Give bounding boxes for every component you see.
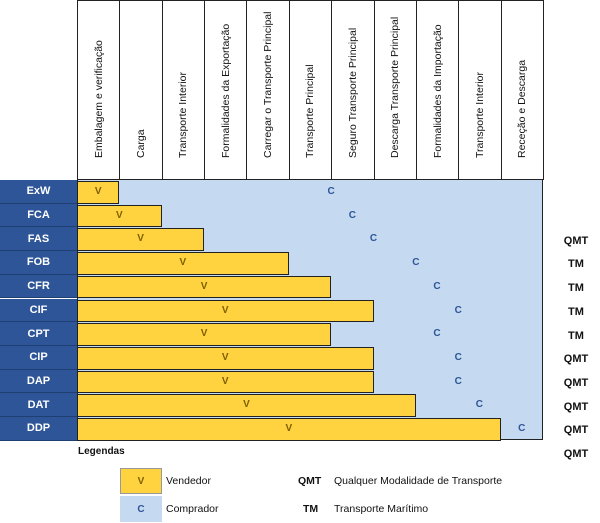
seller-bar <box>77 323 332 346</box>
buyer-mark: C <box>348 209 356 221</box>
seller-bar <box>77 346 374 370</box>
seller-mark: V <box>137 233 144 245</box>
transport-mode: TM <box>568 258 584 271</box>
transport-mode: QMT <box>563 424 589 437</box>
seller-mark: V <box>243 399 250 411</box>
seller-bar <box>77 181 120 204</box>
buyer-mark: C <box>454 375 462 387</box>
column-header: Descarga Transporte Principal <box>373 0 417 180</box>
seller-mark: V <box>200 280 208 292</box>
incoterm-label: CIP <box>0 345 77 370</box>
transport-mode: TM <box>568 305 584 318</box>
seller-bar <box>77 418 501 441</box>
incoterm-label: CIF <box>0 298 77 323</box>
buyer-mark: C <box>412 257 420 269</box>
buyer-mark: C <box>454 351 462 363</box>
column-header: Formalidades da Importação <box>415 0 460 180</box>
legend-mode-code: TM <box>303 503 319 515</box>
legend-mode-code: QMT <box>298 475 322 487</box>
column-header: Carregar o Transporte Principal <box>246 0 290 180</box>
legend-buyer-swatch: C <box>120 496 162 522</box>
seller-mark: V <box>285 423 293 434</box>
transport-mode: QMT <box>563 400 589 413</box>
incoterm-label: DAP <box>0 369 77 394</box>
buyer-mark: C <box>475 399 484 411</box>
seller-bar <box>77 252 289 275</box>
buyer-mark: C <box>454 304 462 316</box>
incoterm-label: CFR <box>0 274 77 299</box>
seller-mark: V <box>94 186 102 197</box>
column-header-label: Transporte Principal <box>304 64 317 158</box>
column-header-label: Carregar o Transporte Principal <box>262 11 275 158</box>
incoterm-label: FAS <box>0 227 77 252</box>
seller-bar <box>77 370 374 394</box>
legend-mode-label: Transporte Marítimo <box>334 503 429 515</box>
seller-mark: V <box>179 257 187 269</box>
buyer-mark: C <box>369 233 378 245</box>
column-header: Formalidades da Exportação <box>204 0 248 180</box>
incoterm-label: FCA <box>0 203 77 228</box>
incoterm-label: DAT <box>0 393 77 417</box>
column-header-label: Carga <box>135 129 148 158</box>
incoterm-label: ExW <box>0 180 77 204</box>
incoterm-label: FOB <box>0 251 77 275</box>
seller-bar <box>77 204 162 228</box>
legend-title: Legendas <box>78 446 125 457</box>
column-header: Receção e Descarga <box>500 0 544 180</box>
seller-mark: V <box>221 351 229 363</box>
column-header-label: Descarga Transporte Principal <box>389 16 402 158</box>
transport-mode: QMT <box>563 448 589 460</box>
column-header-label: Formalidades da Importação <box>431 24 444 158</box>
buyer-mark: C <box>327 186 335 197</box>
seller-mark: V <box>116 209 123 221</box>
seller-mark: V <box>221 304 229 316</box>
transport-mode: TM <box>568 282 584 295</box>
column-header: Seguro Transporte Principal <box>331 0 375 180</box>
legend-buyer-mark: C <box>137 503 145 515</box>
legend-buyer-label: Comprador <box>166 503 219 515</box>
legend-seller-swatch: V <box>120 468 162 494</box>
column-header-label: Formalidades da Exportação <box>219 23 232 158</box>
column-header: Embalagem e verificação <box>77 0 121 180</box>
buyer-mark: C <box>518 423 526 434</box>
transport-mode: QMT <box>563 353 589 366</box>
seller-bar <box>77 275 332 299</box>
seller-mark: V <box>200 328 208 340</box>
incoterm-label: DDP <box>0 417 77 441</box>
legend-seller-label: Vendedor <box>166 475 211 487</box>
seller-mark: V <box>221 375 229 387</box>
seller-bar <box>77 299 374 323</box>
transport-mode: TM <box>568 329 584 342</box>
incoterm-label: CPT <box>0 322 77 346</box>
column-header: Transporte Interior <box>161 0 206 180</box>
transport-mode: QMT <box>563 376 589 389</box>
column-header-label: Receção e Descarga <box>516 59 529 158</box>
transport-mode: QMT <box>563 234 589 247</box>
buyer-mark: C <box>433 280 441 292</box>
column-header-label: Transporte Interior <box>177 72 190 158</box>
column-header-label: Embalagem e verificação <box>92 40 105 158</box>
seller-bar <box>77 228 205 252</box>
legend-seller-mark: V <box>137 475 145 487</box>
column-header-label: Transporte Interior <box>473 72 486 158</box>
column-header-label: Seguro Transporte Principal <box>346 27 359 158</box>
seller-bar <box>77 394 416 417</box>
column-header: Transporte Principal <box>288 0 333 180</box>
legend-mode-label: Qualquer Modalidade de Transporte <box>334 475 503 487</box>
column-header: Carga <box>119 0 163 180</box>
buyer-mark: C <box>433 328 441 340</box>
column-header: Transporte Interior <box>458 0 502 180</box>
